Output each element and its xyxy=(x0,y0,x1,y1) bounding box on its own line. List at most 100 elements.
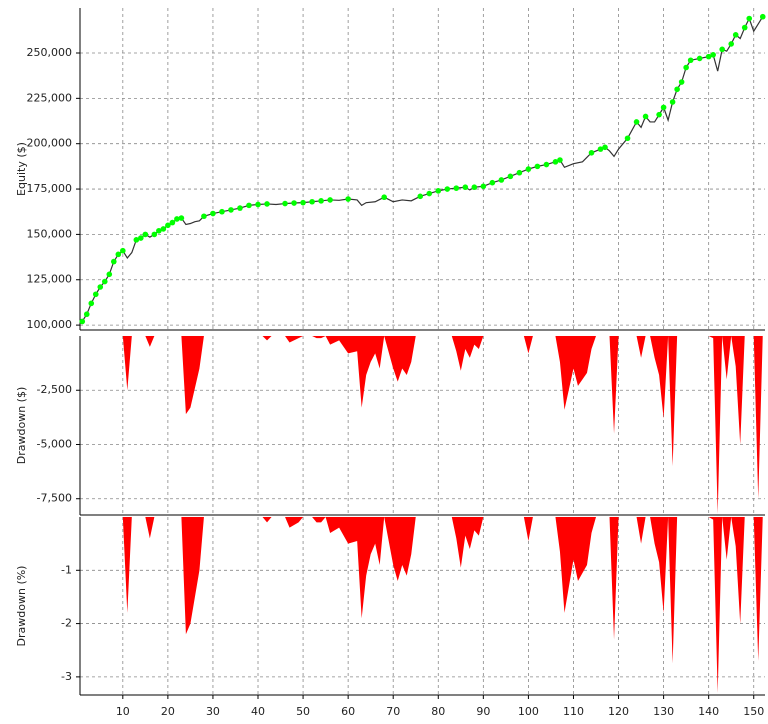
x-tick-label: 10 xyxy=(116,705,130,718)
equity-marker xyxy=(588,149,595,156)
equity-marker xyxy=(516,169,523,176)
equity-marker xyxy=(462,184,469,191)
equity-marker xyxy=(133,237,140,243)
equity-line xyxy=(81,16,764,322)
equity-marker xyxy=(246,202,252,209)
equity-marker xyxy=(602,144,608,151)
equity-marker xyxy=(156,227,162,234)
y-tick-label: 175,000 xyxy=(27,182,73,195)
equity-marker xyxy=(237,205,243,211)
x-tick-label: 50 xyxy=(296,705,310,718)
equity-marker xyxy=(674,86,680,93)
equity-marker xyxy=(453,185,460,191)
equity-marker xyxy=(169,219,176,226)
equity-marker xyxy=(642,113,649,120)
x-tick-label: 80 xyxy=(431,705,445,718)
equity-marker xyxy=(309,198,315,205)
equity-marker xyxy=(101,278,108,285)
equity-marker xyxy=(557,157,563,163)
drawdown-area xyxy=(82,336,763,514)
axis-label: Equity ($) xyxy=(15,142,28,196)
equity-marker xyxy=(597,146,604,152)
x-tick-label: 70 xyxy=(386,705,400,718)
y-tick-label: -1 xyxy=(61,563,72,576)
equity-marker xyxy=(678,79,685,85)
equity-marker xyxy=(426,190,433,197)
equity-marker xyxy=(291,200,297,206)
equity-marker xyxy=(525,166,532,172)
x-tick-label: 90 xyxy=(476,705,490,718)
equity-marker xyxy=(719,46,725,53)
y-tick-label: 125,000 xyxy=(27,273,73,286)
equity-marker xyxy=(660,104,667,111)
x-tick-label: 130 xyxy=(653,705,674,718)
equity-marker xyxy=(282,200,288,207)
equity-marker xyxy=(489,179,496,186)
equity-marker xyxy=(728,41,735,47)
y-tick-label: -2 xyxy=(61,617,72,630)
equity-marker xyxy=(480,183,487,190)
x-tick-label: 20 xyxy=(161,705,175,718)
y-tick-label: -2,500 xyxy=(37,383,72,396)
drawdown-area xyxy=(82,517,763,693)
equity-marker xyxy=(741,24,748,31)
equity-marker xyxy=(115,251,122,258)
equity-marker xyxy=(471,184,478,191)
x-tick-label: 30 xyxy=(206,705,220,718)
equity-marker xyxy=(498,177,505,183)
y-tick-label: 250,000 xyxy=(27,46,73,59)
equity-marker xyxy=(228,207,234,213)
equity-marker xyxy=(435,188,442,194)
equity-marker xyxy=(705,53,712,60)
equity-marker xyxy=(746,15,753,22)
y-tick-label: 100,000 xyxy=(27,318,73,331)
x-tick-label: 120 xyxy=(608,705,629,718)
equity-marker xyxy=(444,186,451,192)
equity-marker xyxy=(507,173,514,180)
equity-marker xyxy=(219,208,225,215)
equity-marker xyxy=(381,194,387,201)
equity-marker xyxy=(327,197,333,203)
y-tick-label: 150,000 xyxy=(27,227,73,240)
equity-marker xyxy=(201,213,207,220)
x-tick-label: 60 xyxy=(341,705,355,718)
equity-marker xyxy=(417,193,424,200)
equity-marker xyxy=(97,284,104,290)
equity-marker xyxy=(210,210,216,217)
equity-marker xyxy=(178,215,185,221)
x-tick-label: 40 xyxy=(251,705,265,718)
x-tick-label: 100 xyxy=(518,705,539,718)
x-tick-label: 140 xyxy=(698,705,719,718)
equity-marker xyxy=(142,231,149,238)
axis-label: Drawdown (%) xyxy=(15,566,28,647)
x-tick-label: 150 xyxy=(743,705,764,718)
equity-marker xyxy=(683,64,689,71)
equity-marker xyxy=(264,201,270,207)
equity-marker xyxy=(318,198,324,204)
axis-label: Drawdown ($) xyxy=(15,387,28,465)
equity-marker xyxy=(83,311,90,318)
equity-marker xyxy=(174,216,180,222)
equity-marker xyxy=(110,258,117,265)
equity-marker xyxy=(151,231,158,238)
equity-marker xyxy=(255,201,261,208)
equity-marker xyxy=(624,135,631,142)
equity-marker xyxy=(120,247,126,254)
equity-marker xyxy=(710,52,716,58)
equity-marker xyxy=(732,32,739,38)
equity-marker xyxy=(669,99,676,105)
equity-marker xyxy=(633,119,640,125)
y-tick-label: -5,000 xyxy=(37,437,72,450)
equity-marker xyxy=(656,111,662,118)
equity-marker xyxy=(759,13,766,20)
x-tick-label: 110 xyxy=(563,705,584,718)
equity-marker xyxy=(534,163,541,170)
equity-marker xyxy=(92,291,99,298)
equity-marker xyxy=(165,222,171,229)
equity-marker xyxy=(79,318,86,325)
y-tick-label: 225,000 xyxy=(27,91,73,104)
equity-marker xyxy=(300,199,306,206)
equity-marker xyxy=(543,161,550,168)
equity-marker xyxy=(160,226,167,232)
